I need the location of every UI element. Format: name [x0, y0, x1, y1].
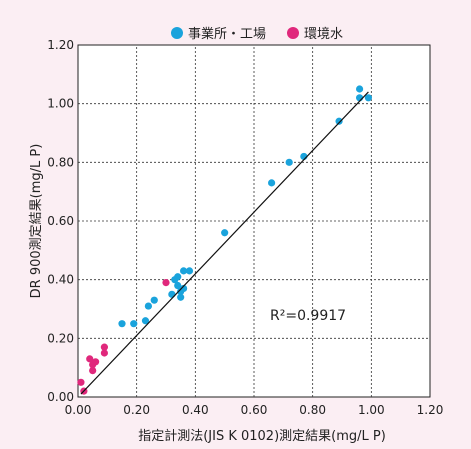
y-tick-label: 0.20 [47, 331, 74, 345]
data-point-factory [285, 158, 293, 166]
legend-marker [287, 27, 299, 39]
data-point-factory [118, 320, 126, 328]
data-point-environmental-water [77, 378, 85, 386]
y-tick-label: 0.00 [47, 390, 74, 404]
y-tick-label: 0.80 [47, 155, 74, 169]
x-tick-label: 0.40 [182, 403, 209, 417]
y-tick-label: 0.40 [47, 273, 74, 287]
data-point-factory [174, 281, 182, 290]
x-tick-label: 0.00 [65, 403, 92, 417]
data-point-factory [174, 273, 182, 281]
data-point-factory [168, 290, 176, 298]
data-point-factory [221, 229, 229, 237]
data-point-factory [364, 94, 372, 102]
grid [78, 45, 430, 397]
data-point-factory [180, 284, 188, 293]
data-point-factory [130, 320, 138, 328]
y-tick-label: 1.00 [47, 97, 74, 111]
data-point-environmental-water [100, 343, 108, 351]
data-point-factory [177, 293, 185, 301]
data-point-factory [356, 85, 364, 93]
legend: 事業所・工場 環境水 [171, 26, 343, 42]
y-tick-labels: 0.00 0.20 0.40 0.60 0.80 1.00 1.20 [47, 38, 74, 404]
data-point-factory [268, 179, 276, 187]
data-point-factory [141, 317, 150, 325]
legend-label: 環境水 [304, 27, 343, 42]
regression-line [80, 91, 369, 395]
data-point-factory [180, 267, 188, 275]
x-tick-label: 1.00 [358, 403, 385, 417]
data-point-environmental-water [162, 279, 170, 287]
data-point-factory [144, 302, 152, 310]
x-axis-label: 指定計測法(JIS K 0102)測定結果(mg/L P) [138, 428, 386, 444]
data-point-factory [335, 117, 343, 125]
data-point-environmental-water [92, 358, 100, 366]
x-tick-labels: 0.00 0.20 0.40 0.60 0.80 1.00 1.20 [65, 403, 444, 417]
y-tick-label: 0.60 [47, 214, 74, 228]
y-axis-label: DR 900測定結果(mg/L P) [29, 144, 44, 299]
x-tick-label: 0.60 [241, 403, 268, 417]
data-point-environmental-water [86, 355, 94, 363]
r-squared-annotation: R²=0.9917 [270, 308, 346, 324]
legend-marker [171, 27, 183, 39]
data-point-environmental-water [89, 367, 97, 375]
legend-label: 事業所・工場 [188, 26, 266, 42]
x-tick-label: 1.20 [417, 403, 444, 417]
x-tick-label: 0.80 [299, 403, 326, 417]
data-point-factory [150, 296, 158, 304]
x-tick-label: 0.20 [123, 403, 150, 417]
y-tick-label: 1.20 [47, 38, 74, 52]
data-points [77, 85, 372, 395]
data-point-factory [185, 267, 194, 275]
data-point-environmental-water [100, 349, 108, 357]
